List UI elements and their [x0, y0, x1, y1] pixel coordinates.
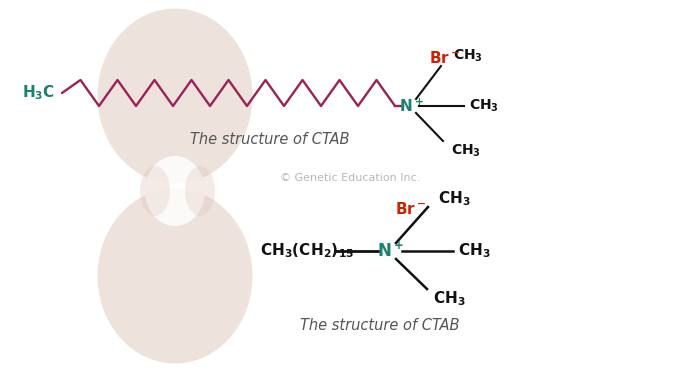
Text: The structure of CTAB: The structure of CTAB	[190, 132, 350, 147]
Text: © Genetic Education Inc.: © Genetic Education Inc.	[280, 173, 420, 183]
Ellipse shape	[140, 166, 170, 216]
Text: $\mathbf{CH_3}$: $\mathbf{CH_3}$	[458, 242, 491, 260]
Text: $\mathbf{CH_3}$: $\mathbf{CH_3}$	[469, 98, 499, 114]
Ellipse shape	[145, 156, 205, 226]
Ellipse shape	[97, 8, 253, 183]
Ellipse shape	[185, 166, 215, 216]
Text: $\mathbf{CH_3}$: $\mathbf{CH_3}$	[438, 190, 470, 208]
Text: $\mathbf{H_3C}$: $\mathbf{H_3C}$	[22, 84, 55, 102]
Text: $\mathbf{CH_3(CH_2)_{15}}$: $\mathbf{CH_3(CH_2)_{15}}$	[260, 242, 354, 260]
Text: $\mathbf{Br^-}$: $\mathbf{Br^-}$	[429, 50, 460, 66]
Text: $\mathbf{CH_3}$: $\mathbf{CH_3}$	[453, 48, 483, 64]
Text: $\mathbf{N^+}$: $\mathbf{N^+}$	[398, 97, 424, 115]
Text: $\mathbf{N^+}$: $\mathbf{N^+}$	[377, 241, 403, 261]
Text: The structure of CTAB: The structure of CTAB	[300, 318, 460, 334]
Text: $\mathbf{Br^-}$: $\mathbf{Br^-}$	[395, 201, 426, 217]
Text: $\mathbf{CH_3}$: $\mathbf{CH_3}$	[451, 143, 481, 159]
Ellipse shape	[97, 188, 253, 364]
Text: $\mathbf{CH_3}$: $\mathbf{CH_3}$	[433, 290, 466, 308]
